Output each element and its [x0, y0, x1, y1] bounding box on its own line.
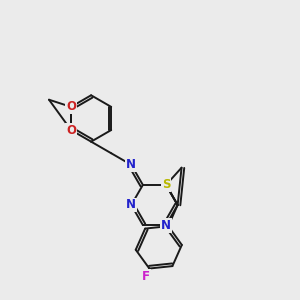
Text: N: N — [161, 219, 171, 232]
Text: N: N — [126, 199, 136, 212]
Text: F: F — [142, 270, 150, 283]
Text: O: O — [66, 124, 76, 136]
Text: S: S — [162, 178, 170, 191]
Text: O: O — [66, 100, 76, 113]
Text: N: N — [126, 158, 136, 171]
